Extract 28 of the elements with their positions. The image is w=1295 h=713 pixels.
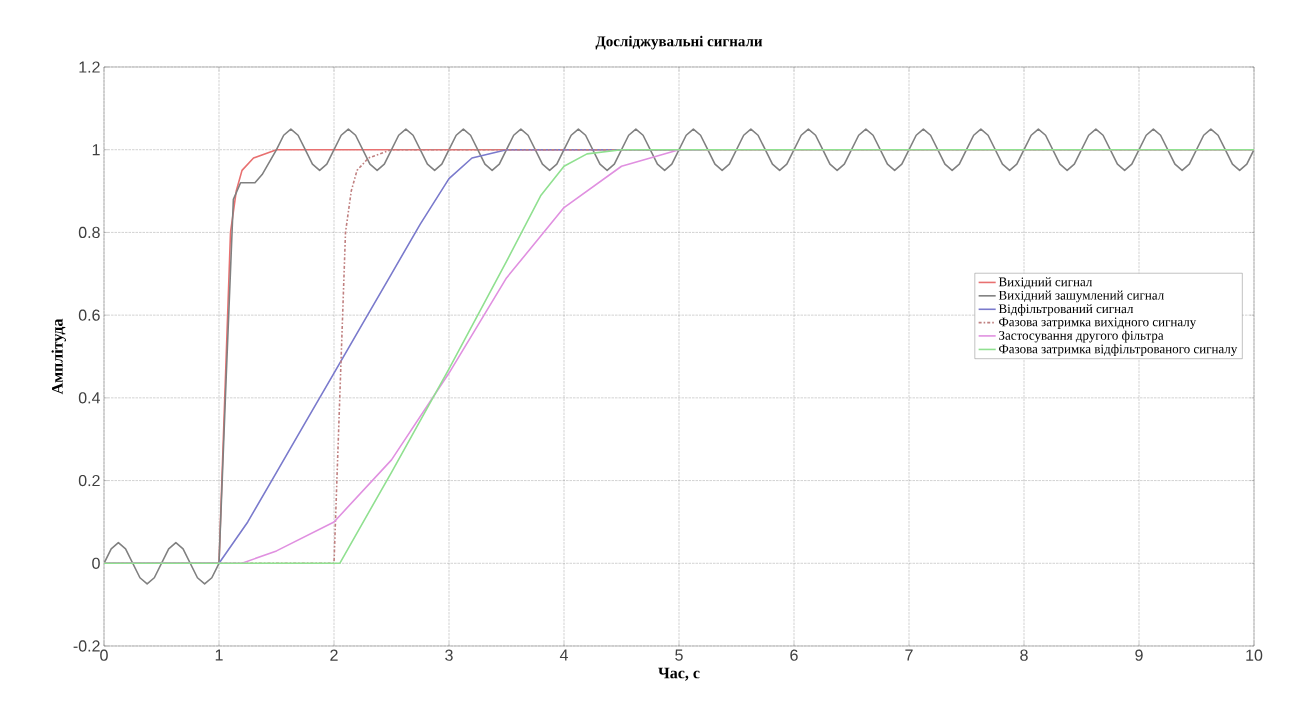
y-tick-label: 0.6: [78, 309, 100, 321]
x-tick-label: 6: [790, 649, 798, 661]
y-tick-label: 1: [92, 144, 100, 156]
legend-label: Відфільтрований сигнал: [998, 304, 1134, 316]
y-tick-label: 0: [92, 557, 100, 569]
x-tick-label: 8: [1020, 649, 1028, 661]
legend-label: Фазова затримка вихідного сигналу: [999, 317, 1197, 329]
x-tick-label: 0: [100, 649, 108, 661]
x-tick-label: 10: [1246, 649, 1263, 661]
x-tick-label: 2: [330, 649, 338, 661]
x-tick-label: 4: [559, 649, 568, 661]
x-tick-label: 3: [445, 649, 453, 661]
chart-title: Досліджувальні сигнали: [595, 35, 763, 50]
legend-label: Застосування другого фільтра: [999, 330, 1164, 343]
x-tick-label: 9: [1135, 649, 1143, 661]
legend-label: Вихідний сигнал: [998, 277, 1093, 289]
y-tick-label: -0.2: [73, 640, 100, 652]
x-tick-label: 5: [675, 649, 683, 661]
y-tick-label: 0.4: [78, 392, 100, 404]
y-axis-title: Амплітуда: [51, 318, 67, 395]
y-tick-label: 1.2: [79, 61, 100, 73]
legend-label: Фазова затримка відфільтрованого сигналу: [999, 344, 1238, 356]
x-tick-label: 1: [215, 649, 223, 661]
x-tick-label: 7: [905, 649, 913, 661]
x-axis-title: Час, с: [658, 667, 700, 681]
legend-label: Вихідний зашумлений сигнал: [998, 290, 1164, 303]
y-tick-label: 0.8: [78, 226, 100, 239]
y-tick-label: 0.2: [78, 474, 100, 487]
